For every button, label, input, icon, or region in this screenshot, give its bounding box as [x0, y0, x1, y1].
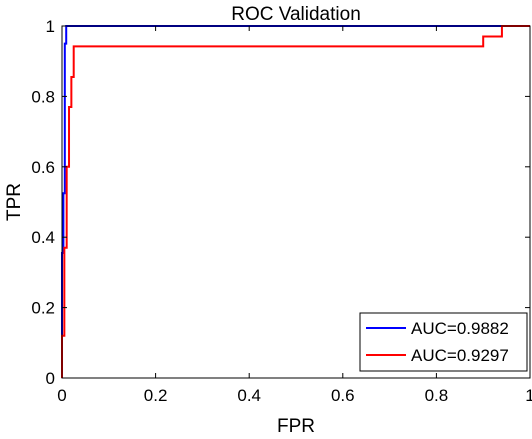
y-tick-label: 1	[46, 17, 55, 36]
x-tick-label: 0.8	[425, 386, 449, 405]
x-tick-label: 0.4	[237, 386, 261, 405]
y-tick-label: 0.6	[31, 158, 55, 177]
y-axis-label: TPR	[4, 183, 25, 221]
y-tick-label: 0.2	[31, 299, 55, 318]
legend: AUC=0.9882 AUC=0.9297	[359, 312, 528, 372]
x-tick-label: 0.2	[144, 386, 168, 405]
legend-label-series-2: AUC=0.9297	[411, 346, 509, 365]
legend-label-series-1: AUC=0.9882	[411, 319, 509, 338]
x-axis-label: FPR	[277, 416, 315, 437]
legend-box	[359, 312, 528, 372]
x-tick-label: 1	[525, 386, 532, 405]
plot-frame	[61, 25, 531, 379]
x-tick-label: 0.6	[331, 386, 355, 405]
y-tick-label: 0.8	[31, 87, 55, 106]
y-tick-label: 0	[46, 369, 55, 388]
y-tick-label: 0.4	[31, 228, 55, 247]
chart-title: ROC Validation	[231, 4, 361, 25]
roc-curve-series-2	[61, 25, 530, 378]
x-tick-label: 0	[57, 386, 66, 405]
